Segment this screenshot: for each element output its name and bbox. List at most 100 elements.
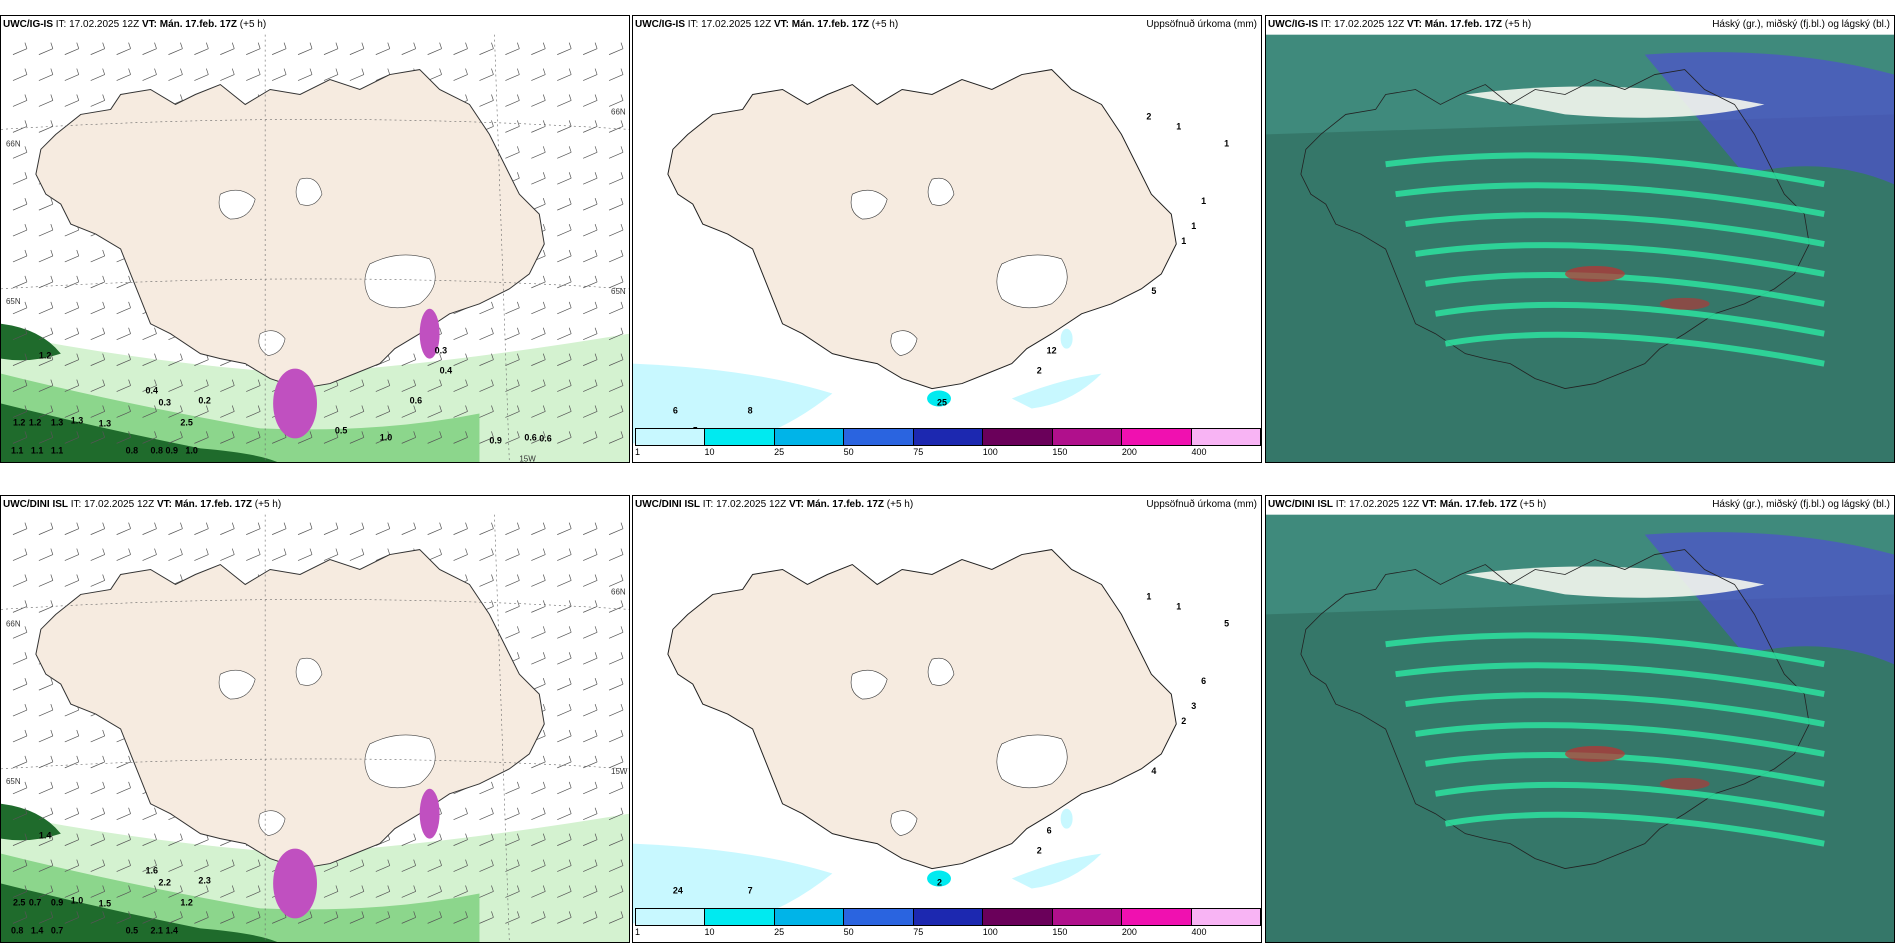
colorbar-swatch [636,909,706,925]
precip-value-label: 0.8 [126,445,138,455]
model-name: UWC/IG-IS [3,19,53,30]
precip-value-label: 25 [937,398,947,408]
colorbar-label: 25 [774,447,785,457]
map-panel-6: UWC/DINI ISL IT: 17.02.2025 12Z VT: Mán.… [1265,495,1895,943]
panel-title: Uppsöfnuð úrkoma (mm) [1146,499,1257,510]
precip-value-label: 5 [1151,286,1156,296]
precip-1-10mm-area [1060,328,1073,349]
colorbar-swatch [913,909,984,925]
map-panel-4: UWC/DINI ISL IT: 17.02.2025 12Z VT: Mán.… [0,495,630,943]
precip-value-label: 12 [1047,346,1057,356]
colorbar-swatch [1052,909,1123,925]
graticule-label: 65N [6,297,21,306]
precip-value-label: 1 [1181,236,1186,246]
colorbar-label: 50 [843,927,854,937]
graticule-label: 15W [519,454,536,463]
precip-value-label: 1.3 [99,418,111,428]
precip-value-label: 5 [1224,618,1229,628]
low-cloud-area [1266,114,1894,462]
precip-value-label: 0.7 [29,897,41,907]
iceland-landmass [667,549,1177,870]
colorbar-swatch [705,429,775,445]
cloud-band-lines [1385,152,1825,367]
panel-header: UWC/IG-IS IT: 17.02.2025 12Z VT: Mán. 17… [633,16,1261,34]
precip-value-label: 2 [937,878,942,888]
panel-header: UWC/DINI ISL IT: 17.02.2025 12Z VT: Mán.… [1,496,629,514]
lead-time: (+5 h) [871,19,899,30]
graticule-label: 66N [6,139,21,148]
colorbar-label: 150 [1052,447,1068,457]
panel-header: UWC/DINI ISL IT: 17.02.2025 12Z VT: Mán.… [1266,496,1894,514]
lead-time: (+5 h) [1504,19,1532,30]
precip-value-label: 1.5 [99,898,111,908]
model-name: UWC/DINI ISL [635,499,700,510]
precip-value-label: 0.6 [539,433,551,443]
precip-value-label: 2.2 [158,878,170,888]
graticule-label: 66N [611,107,626,116]
map-panel-2: UWC/IG-IS IT: 17.02.2025 12Z VT: Mán. 17… [632,15,1262,463]
precip-value-label: 0.3 [435,346,447,356]
precip-value-label: 0.9 [489,435,501,445]
precip-value-label: 2 [1181,716,1186,726]
colorbar-label: 100 [982,927,998,937]
precip-value-label: 3 [1191,701,1196,711]
precip-value-label: 1.4 [39,831,51,841]
graticule-label: 15W [611,767,628,776]
lead-time: (+5 h) [239,19,267,30]
high-cloud-core [1659,777,1710,790]
precip-value-label: 1.2 [180,897,192,907]
panel-title: Háský (gr.), miðský (fj.bl.) og lágský (… [1712,19,1890,30]
glacier [364,734,436,789]
precip-value-label: 6 [673,405,678,415]
precip-10-25mm-area [927,390,951,407]
glacier [890,810,918,836]
precip-value-label: 1 [1176,121,1181,131]
map-canvas: 1156324622247106 [633,514,1261,942]
precip-value-label: 1.1 [31,445,43,455]
glacier [996,254,1068,309]
colorbar-label: 200 [1121,447,1137,457]
iceland-landmass [35,69,545,390]
precip-value-label: 1.1 [11,445,23,455]
precip-value-label: 1.0 [185,445,197,455]
lead-time: (+5 h) [886,499,914,510]
lead-time: (+5 h) [254,499,282,510]
glacier [850,189,888,220]
colorbar-swatch [1052,429,1123,445]
map-canvas [1266,514,1894,942]
colorbar-swatch [1191,429,1260,445]
precip-value-label: 1 [1191,221,1196,231]
precip-value-label: 2.5 [180,417,192,427]
glacier [996,734,1068,789]
colorbar-swatch [1191,909,1260,925]
precip-1-10mm-area [1011,373,1102,409]
init-time: IT: 17.02.2025 12Z [1335,499,1420,510]
glacier [218,189,256,220]
model-name: UWC/IG-IS [635,19,685,30]
cloud-band-lines [1385,632,1825,847]
precip-value-label: 24 [673,885,683,895]
precip-value-label: 1 [1146,591,1151,601]
precip-1-10mm-area [1060,808,1073,829]
iceland-outline [1300,549,1810,869]
colorbar-swatch [913,429,984,445]
glacier [218,669,256,700]
high-cloud-area [1465,86,1765,118]
colorbar-swatch [705,909,775,925]
precip-value-label: 0.4 [146,386,158,396]
lead-time: (+5 h) [1519,499,1547,510]
model-name: UWC/IG-IS [1268,19,1318,30]
map-panel-5: UWC/DINI ISL IT: 17.02.2025 12Z VT: Mán.… [632,495,1262,943]
precip-value-label: 2.1 [151,925,163,935]
colorbar-swatch [1122,909,1192,925]
precip-value-label: 1.0 [71,895,83,905]
colorbar-swatches [635,428,1261,446]
colorbar-label: 50 [843,447,854,457]
precip-value-label: 2 [1037,846,1042,856]
precip-value-label: 0.4 [440,366,452,376]
glacier [295,657,323,686]
colorbar-label: 400 [1191,447,1207,457]
precip-10-25mm-area [927,870,951,887]
colorbar-swatch [983,429,1053,445]
